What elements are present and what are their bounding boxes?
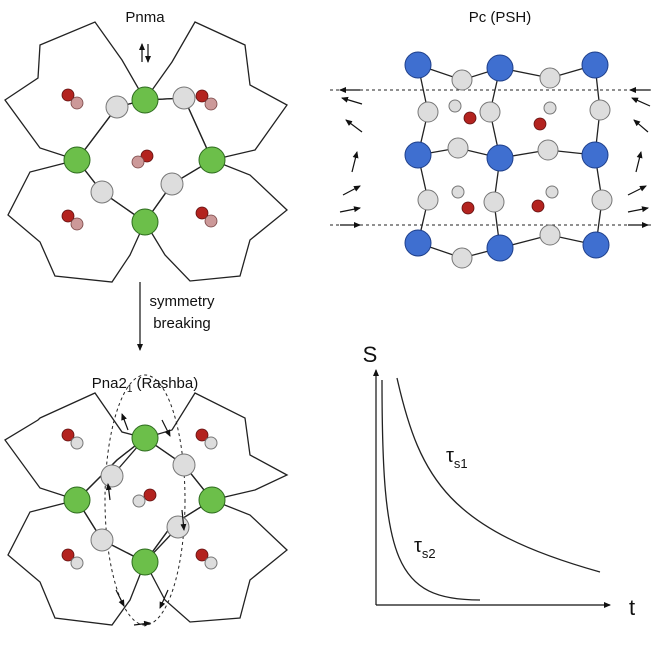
arrow [343,186,360,195]
bond [382,380,480,600]
atom [418,190,438,210]
atom [448,138,468,158]
atom [538,140,558,160]
atom [167,516,189,538]
atom [205,98,217,110]
atom [532,200,544,212]
panel-title: Pc (PSH) [469,9,532,26]
atom [452,70,472,90]
atom [582,142,608,168]
atom [487,145,513,171]
atom [71,218,83,230]
arrow [352,152,357,172]
group [132,150,153,168]
arrow [628,186,646,195]
rashba-structure [5,375,287,625]
atom [173,454,195,476]
atom [405,230,431,256]
arrow [342,98,362,104]
label-base: τ [446,445,454,467]
atom [484,192,504,212]
atom [540,225,560,245]
diagram: Pnma Pc (PSH) symmetry breaking Pna21 (R… [0,0,652,651]
atom [487,235,513,261]
pc-structure [330,52,652,268]
atom [583,232,609,258]
atom [405,142,431,168]
curve-label: τs2 [414,535,436,561]
y-axis-label: S [363,342,378,367]
atom [106,96,128,118]
atom [161,173,183,195]
group [534,102,556,130]
transition-label: breaking [153,315,211,332]
atom [64,147,90,173]
atom [205,437,217,449]
group [133,489,156,507]
pnma-structure [5,22,287,282]
atom [205,215,217,227]
atom [487,55,513,81]
panel-title: Pna21 (Rashba) [92,375,198,395]
transition-label: symmetry [150,293,215,310]
curve-label: τs1 [446,445,468,471]
atom [132,156,144,168]
arrow [636,152,641,172]
atom [71,557,83,569]
atom [64,487,90,513]
atom [205,557,217,569]
decay-plot [376,370,610,605]
atom [546,186,558,198]
atom [582,52,608,78]
panel-title: Pnma [125,9,165,26]
atom [71,97,83,109]
atom [101,465,123,487]
atom [534,118,546,130]
atom [544,102,556,114]
arrow [634,120,648,132]
label-sub: s2 [422,546,436,561]
atom [405,52,431,78]
atom [71,437,83,449]
bond [397,378,600,572]
group [452,186,474,214]
group [532,186,558,212]
title-rest: (Rashba) [132,375,198,392]
atom [144,489,156,501]
label-base: τ [414,535,422,557]
label-sub: s1 [454,456,468,471]
arrow [628,208,648,212]
atom [590,100,610,120]
atom [592,190,612,210]
tile [145,22,287,160]
atom [452,186,464,198]
arrow [134,623,150,625]
atom [133,495,145,507]
atom [91,529,113,551]
arrow [346,120,362,132]
atom [480,102,500,122]
arrow [632,98,650,106]
arrow [340,208,360,212]
group [449,100,476,124]
atom [199,487,225,513]
atom [132,209,158,235]
atom [418,102,438,122]
atom [132,425,158,451]
x-axis-label: t [629,595,635,620]
atom [91,181,113,203]
atom [173,87,195,109]
atom [132,87,158,113]
atom [132,549,158,575]
atom [462,202,474,214]
tile [5,22,145,160]
title-base: Pna2 [92,375,127,392]
arrow [122,414,128,430]
atom [540,68,560,88]
atom [449,100,461,112]
atom [199,147,225,173]
atom [452,248,472,268]
atom [464,112,476,124]
